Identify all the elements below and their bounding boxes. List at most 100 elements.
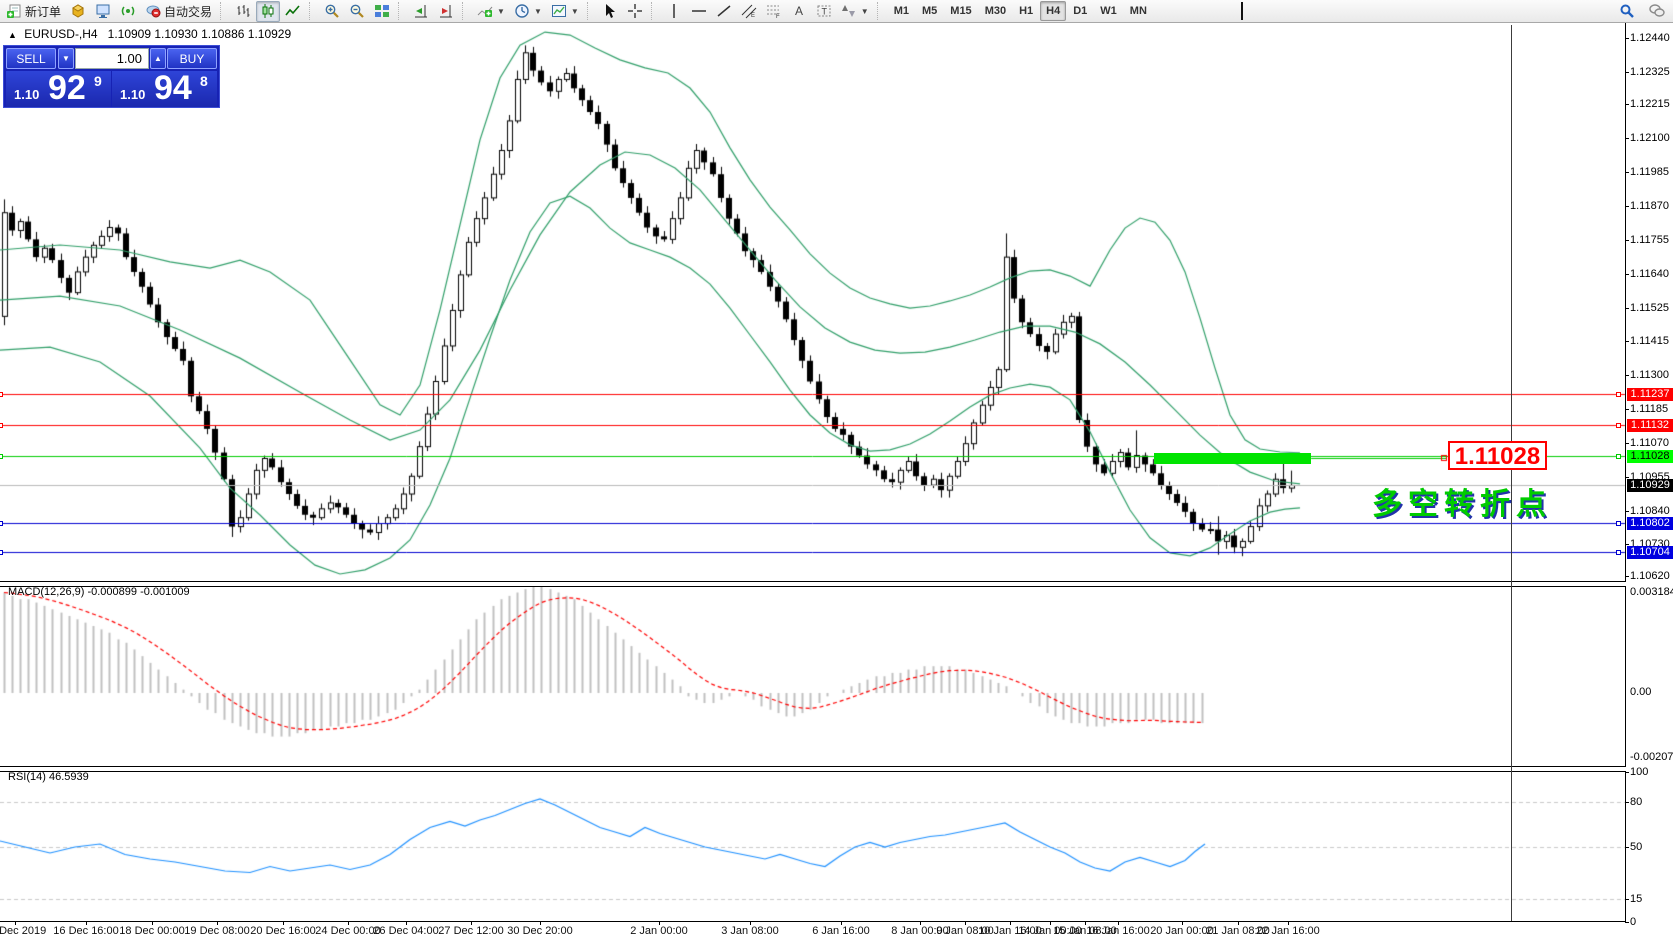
toolbar-separator xyxy=(876,2,884,20)
line-handle[interactable] xyxy=(0,392,3,397)
vertical-line-object[interactable] xyxy=(1511,25,1512,921)
new-order-button[interactable]: 新订单 xyxy=(2,1,65,22)
volume-input[interactable]: 1.00 xyxy=(75,48,149,69)
price-tick xyxy=(1625,375,1629,376)
zoom-out-button[interactable] xyxy=(345,1,369,22)
clock-icon xyxy=(514,3,530,19)
macd-pane-splitter[interactable] xyxy=(0,581,1626,587)
candlestick-button[interactable] xyxy=(256,0,281,22)
buy-price[interactable]: 1.10 94 8 xyxy=(112,71,217,107)
vline-button[interactable] xyxy=(662,1,686,22)
auto-scroll-button[interactable] xyxy=(434,1,458,22)
line-handle[interactable] xyxy=(1616,392,1621,397)
arrows-icon xyxy=(841,3,857,19)
crosshair-button[interactable] xyxy=(623,1,647,22)
line-handle[interactable] xyxy=(1616,454,1621,459)
line-handle[interactable] xyxy=(0,550,3,555)
trendline-button[interactable] xyxy=(712,1,736,22)
price-line-label-1.10704: 1.10704 xyxy=(1627,546,1673,559)
line-handle[interactable] xyxy=(1616,550,1621,555)
tile-windows-icon xyxy=(374,3,390,19)
highlight-bar-object[interactable] xyxy=(1154,453,1311,464)
timeframe-m1-button[interactable]: M1 xyxy=(893,5,909,17)
hline-icon xyxy=(691,3,707,19)
chat-button[interactable] xyxy=(1645,1,1669,22)
price-tick xyxy=(1625,206,1629,207)
time-tick xyxy=(1118,921,1119,925)
time-axis-border xyxy=(0,921,1626,922)
cursor-button[interactable] xyxy=(598,1,622,22)
timeframe-mn-button[interactable]: MN xyxy=(1129,5,1147,17)
cn-annotation-text[interactable]: 多空转折点 xyxy=(1372,488,1552,521)
sell-price-sup: 9 xyxy=(94,73,102,89)
sell-button[interactable]: SELL xyxy=(6,48,56,69)
rsi-tick xyxy=(1625,772,1629,773)
toolbar-separator xyxy=(586,2,594,20)
svg-text:T: T xyxy=(821,7,827,17)
arrows-button[interactable]: ▼ xyxy=(837,1,873,22)
time-tick xyxy=(406,921,407,925)
macd-indicator-label: MACD(12,26,9) -0.000899 -0.001009 xyxy=(8,586,190,598)
zoom-in-button[interactable] xyxy=(320,1,344,22)
time-tick-label: 27 Dec 12:00 xyxy=(438,925,504,937)
price-note-box[interactable]: 1.11028 xyxy=(1448,441,1547,470)
price-tick xyxy=(1625,576,1629,577)
bar-chart-button[interactable] xyxy=(231,1,255,22)
data-window-button[interactable] xyxy=(91,1,115,22)
buy-price-big: 94 xyxy=(154,71,192,107)
toolbar-caret xyxy=(1241,2,1243,20)
price-line-label-1.11132: 1.11132 xyxy=(1627,419,1673,432)
rsi-pane-splitter[interactable] xyxy=(0,766,1626,772)
autotrade-icon xyxy=(145,3,161,19)
time-tick xyxy=(86,921,87,925)
timeframe-h4-button[interactable]: H4 xyxy=(1040,1,1067,21)
price-tick xyxy=(1625,240,1629,241)
chevron-down-icon: ▼ xyxy=(860,6,869,16)
channel-button[interactable]: E xyxy=(737,1,761,22)
timeframe-d1-button[interactable]: D1 xyxy=(1073,5,1088,17)
price-tick-label: 1.11185 xyxy=(1630,403,1669,415)
line-handle[interactable] xyxy=(0,521,3,526)
time-tick-label: 15 Jan 08:00 xyxy=(1053,925,1117,937)
line-handle[interactable] xyxy=(0,454,3,459)
time-tick-label: 21 Jan 08:00 xyxy=(1206,925,1270,937)
time-tick-label: 6 Jan 16:00 xyxy=(812,925,870,937)
window-collapse-icon[interactable]: ▲ xyxy=(8,30,17,40)
monitor-icon xyxy=(95,3,111,19)
signals-button[interactable] xyxy=(116,1,140,22)
periods-button[interactable]: ▼ xyxy=(510,1,546,22)
price-axis-border xyxy=(1625,23,1626,921)
timeframe-h1-button[interactable]: H1 xyxy=(1019,5,1034,17)
tile-windows-button[interactable] xyxy=(370,1,394,22)
timeframe-m15-button[interactable]: M15 xyxy=(950,5,972,17)
time-tick xyxy=(217,921,218,925)
line-handle[interactable] xyxy=(0,423,3,428)
templates-button[interactable]: ▼ xyxy=(547,1,583,22)
timeframe-m30-button[interactable]: M30 xyxy=(984,5,1007,17)
timeframe-m5-button[interactable]: M5 xyxy=(922,5,938,17)
time-tick-label: 13 Dec 2019 xyxy=(0,925,47,937)
timeframe-w1-button[interactable]: W1 xyxy=(1100,5,1117,17)
price-tick xyxy=(1625,443,1629,444)
line-handle[interactable] xyxy=(1616,423,1621,428)
text-button[interactable]: A xyxy=(787,1,811,22)
label-button[interactable]: T xyxy=(812,1,836,22)
fibonacci-button[interactable]: F xyxy=(762,1,786,22)
buy-button[interactable]: BUY xyxy=(167,48,217,69)
rsi-tick xyxy=(1625,899,1629,900)
price-line-label-1.11237: 1.11237 xyxy=(1627,388,1673,401)
line-handle[interactable] xyxy=(1616,521,1621,526)
line-chart-button[interactable] xyxy=(281,1,305,22)
autotrade-button[interactable]: 自动交易 xyxy=(141,1,216,22)
sell-price[interactable]: 1.10 92 9 xyxy=(6,71,111,107)
time-tick xyxy=(1050,921,1051,925)
market-watch-button[interactable] xyxy=(66,1,90,22)
indicators-button[interactable]: ▼ xyxy=(473,1,509,22)
hline-button[interactable] xyxy=(687,1,711,22)
volume-increase-button[interactable]: ▲ xyxy=(150,48,166,69)
time-tick xyxy=(1182,921,1183,925)
search-button[interactable] xyxy=(1615,1,1639,22)
volume-decrease-button[interactable]: ▼ xyxy=(58,48,74,69)
chart-shift-button[interactable] xyxy=(409,1,433,22)
